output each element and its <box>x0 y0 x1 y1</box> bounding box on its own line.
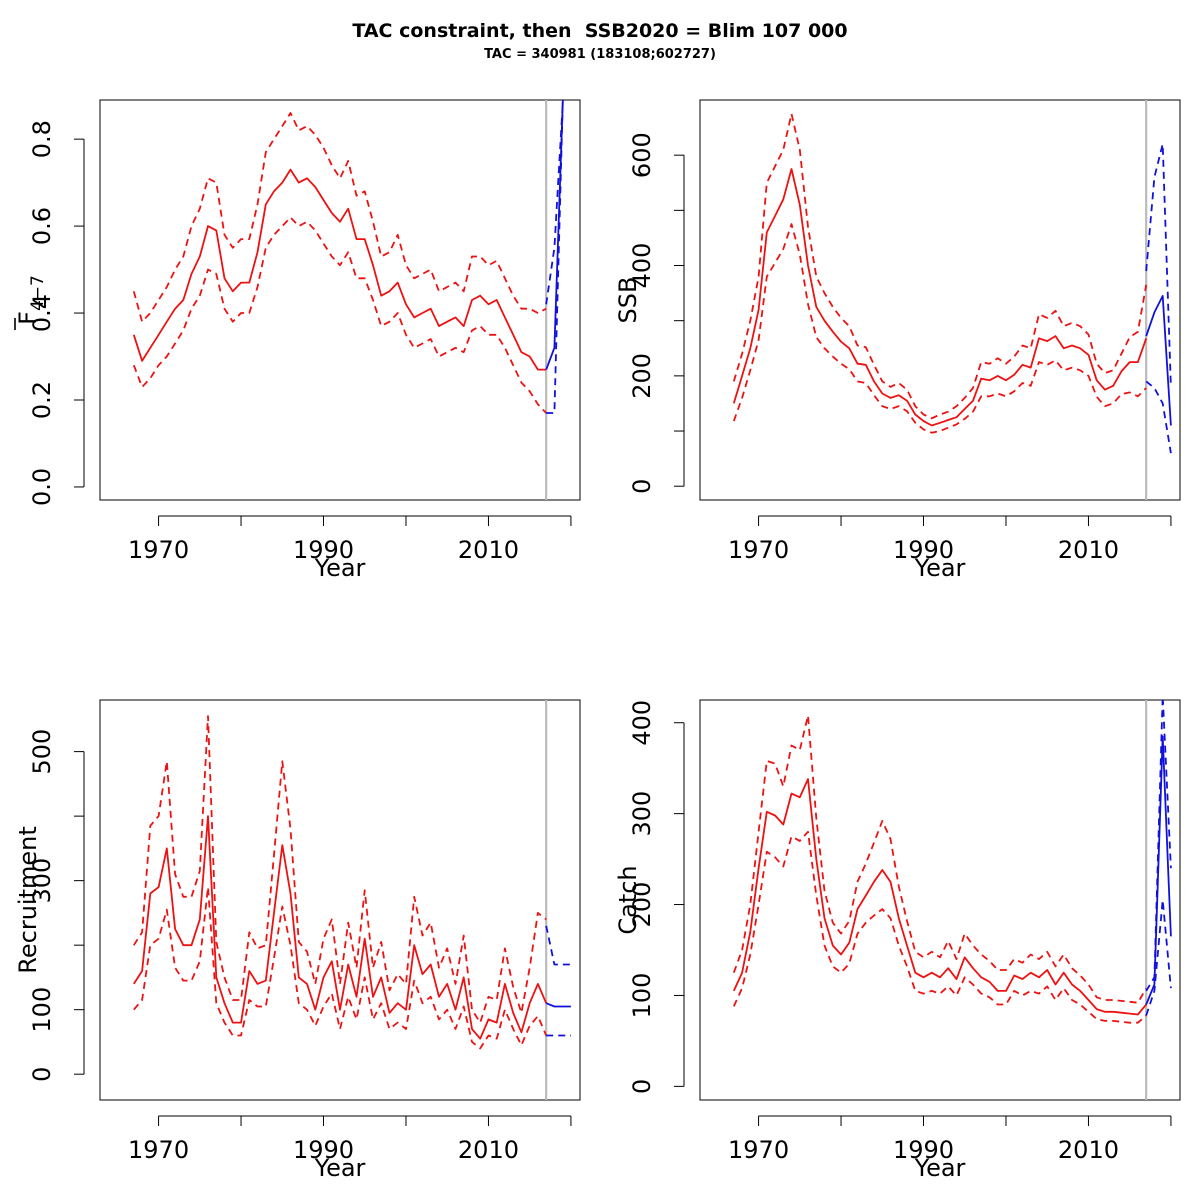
series-lower-line <box>133 886 548 1050</box>
y-tick-label: 0 <box>28 1067 56 1082</box>
x-tick-label: 1990 <box>293 1136 354 1164</box>
series-forecast-line <box>545 1002 571 1008</box>
series-estimate-line <box>133 815 548 1040</box>
series-estimate-line <box>732 168 1148 427</box>
x-tick-label: 1990 <box>893 536 954 564</box>
x-axis-title: Year <box>314 1154 366 1182</box>
y-tick-label: 400 <box>628 700 656 746</box>
series-forecast-line <box>1145 294 1172 426</box>
x-tick-label: 1970 <box>128 536 189 564</box>
x-tick-label: 2010 <box>458 536 519 564</box>
y-tick-label: 0.8 <box>28 120 56 158</box>
series-estimate-line <box>732 778 1147 1016</box>
x-axis-title: Year <box>314 554 366 582</box>
x-tick-label: 2010 <box>1058 1136 1119 1164</box>
series-upper-line <box>732 112 1148 420</box>
y-axis-title-main: F <box>14 311 42 325</box>
series-forecast-upper-line <box>545 925 571 966</box>
series-upper-line <box>732 714 1147 1004</box>
series-group <box>732 700 1172 1024</box>
panel-recruitment: 1970 1990 2010 Year 0 100 300 500 Recruitment <box>14 699 581 1182</box>
figure-title: TAC constraint, then SSB2020 = Blim 107 … <box>352 20 848 42</box>
series-lower-line <box>732 830 1147 1024</box>
y-tick-label: 0.6 <box>28 207 56 245</box>
x-axis-title: Year <box>914 554 966 582</box>
series-forecast-line <box>1145 735 1172 1005</box>
y-tick-label: 100 <box>628 973 656 1019</box>
series-upper-line <box>132 112 547 323</box>
series-forecast-upper-line <box>1145 143 1172 387</box>
series-lower-line <box>132 216 547 414</box>
series-group <box>732 112 1172 454</box>
y-tick-label: 500 <box>28 729 56 775</box>
x-tick-label: 1970 <box>728 1136 789 1164</box>
y-axis-title: Catch <box>614 865 642 934</box>
figure-header: TAC constraint, then SSB2020 = Blim 107 … <box>0 0 1200 80</box>
y-tick-label: 0.4 <box>28 294 56 332</box>
figure-subtitle: TAC = 340981 (183108;602727) <box>484 47 716 62</box>
x-axis-title: Year <box>914 1154 966 1182</box>
x-tick-label: 2010 <box>1058 536 1119 564</box>
panel-ssb: 1970 1990 2010 Year 0 200 400 600 SSB <box>614 99 1181 582</box>
plot-frame <box>99 699 581 1101</box>
series-forecast-lower-line <box>546 100 564 414</box>
plot-frame <box>99 99 581 501</box>
series-forecast-lower-line <box>1145 380 1172 454</box>
x-tick-label: 1970 <box>728 536 789 564</box>
y-tick-label: 600 <box>628 132 656 178</box>
y-tick-label: 300 <box>28 858 56 904</box>
y-axis-title: SSB <box>614 277 642 324</box>
series-group <box>132 100 564 414</box>
plot-frame <box>699 99 1181 501</box>
x-tick-label: 1990 <box>293 536 354 564</box>
series-group <box>133 715 571 1050</box>
x-tick-label: 1970 <box>128 1136 189 1164</box>
y-tick-label: 400 <box>628 243 656 289</box>
y-tick-label: 0 <box>628 1079 656 1094</box>
panel-f: 1970 1990 2010 Year 0.0 0.2 0.4 0.6 0.8 F4−7 <box>14 99 581 582</box>
series-forecast-upper-line <box>1145 700 1172 992</box>
series-upper-line <box>133 715 547 1024</box>
y-tick-label: 0.2 <box>28 381 56 419</box>
plot-frame <box>699 699 1181 1101</box>
y-tick-label: 200 <box>628 353 656 399</box>
series-forecast-upper-line <box>545 100 564 305</box>
y-tick-label: 200 <box>628 882 656 928</box>
y-tick-label: 100 <box>28 987 56 1033</box>
x-tick-label: 1990 <box>893 1136 954 1164</box>
y-tick-label: 0 <box>628 479 656 494</box>
series-lower-line <box>732 223 1147 434</box>
y-tick-label: 0.0 <box>28 468 56 506</box>
y-tick-label: 300 <box>628 791 656 837</box>
panel-catch: 1970 1990 2010 Year 0 100 200 300 400 Catch <box>614 699 1181 1182</box>
series-forecast-lower-line <box>1145 899 1172 1016</box>
y-axis-title-subscript: 4−7 <box>28 275 48 311</box>
x-tick-label: 2010 <box>458 1136 519 1164</box>
y-axis-title: F4−7 <box>14 275 48 325</box>
series-estimate-line <box>132 168 547 371</box>
y-axis-title: Recruitment <box>14 826 42 973</box>
